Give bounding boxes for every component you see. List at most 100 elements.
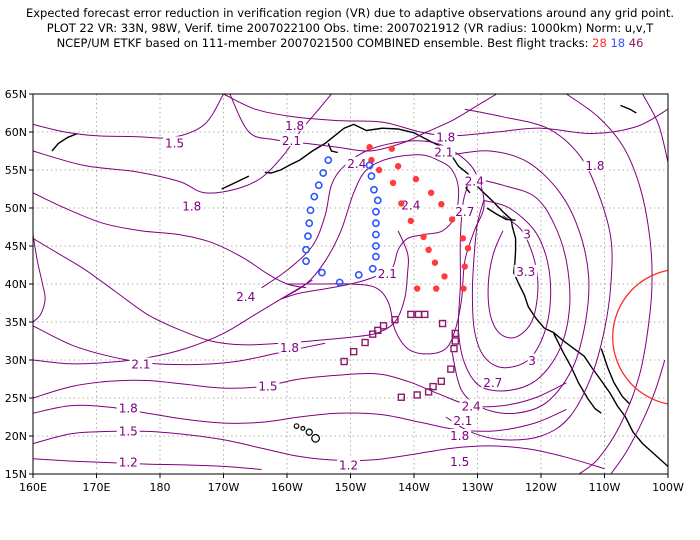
contour-label: 1.8 xyxy=(119,402,138,416)
contour-label-bg xyxy=(234,289,258,302)
track-point-purple xyxy=(407,310,415,319)
track-point-red xyxy=(375,166,383,174)
verification-circle xyxy=(612,269,668,405)
track-point-blue xyxy=(318,268,326,277)
lon-tick-label: 180 xyxy=(150,481,171,494)
track-point-purple xyxy=(397,393,405,401)
lat-tick-label: 60N xyxy=(5,126,27,139)
contour-2.4-b xyxy=(451,150,590,414)
contour-1.8-mid xyxy=(33,230,409,346)
contour-label-bg xyxy=(116,455,140,468)
lon-tick-label: 170W xyxy=(208,481,240,494)
flight-tracks xyxy=(302,144,472,401)
coastline-kodiak xyxy=(327,143,338,154)
track-point-blue xyxy=(324,156,333,165)
contour-label-bg xyxy=(256,379,280,392)
contour-label: 2.4 xyxy=(236,290,255,304)
track-point-red xyxy=(425,246,432,253)
lat-tick-label: 65N xyxy=(5,88,27,101)
contour-2.4 xyxy=(280,154,460,300)
contour-lines xyxy=(33,94,668,474)
track-point-red xyxy=(366,144,373,151)
contour-1.8-east xyxy=(566,94,653,474)
track-point-red xyxy=(394,163,402,170)
contour-3 xyxy=(471,199,552,369)
track-point-red xyxy=(460,285,467,292)
track-point-purple xyxy=(369,330,377,338)
title-block: Expected forecast error reduction in ver… xyxy=(0,0,700,90)
lon-tick-label: 150W xyxy=(335,481,367,494)
track-point-blue xyxy=(371,252,380,261)
contour-1.0-south xyxy=(33,458,262,470)
contour-label-bg xyxy=(527,353,537,366)
track-point-blue xyxy=(367,172,376,180)
track-point-purple xyxy=(391,316,399,324)
title-line-3-text: NCEP/UM ETKF based on 111-member 2007021… xyxy=(56,36,593,50)
contour-label-bg xyxy=(278,340,302,353)
contour-label-bg xyxy=(451,413,475,426)
contour-2.1-b xyxy=(445,108,613,441)
hawaii-island xyxy=(311,433,320,443)
contour-label: 1.8 xyxy=(285,119,304,133)
contour-label-bg xyxy=(522,227,532,240)
track-point-blue xyxy=(310,192,319,201)
track-point-blue xyxy=(304,232,312,241)
track-point-purple xyxy=(413,391,421,399)
track-point-purple xyxy=(450,344,458,353)
track-point-purple xyxy=(421,310,429,319)
track-point-red xyxy=(433,285,440,292)
contour-label: 1.2 xyxy=(339,459,358,473)
track-point-red xyxy=(441,273,448,280)
contour-2.1-a xyxy=(261,140,485,355)
track-point-purple xyxy=(437,377,446,385)
track-point-blue xyxy=(335,278,344,287)
contour-1.5-north xyxy=(33,94,224,139)
contour-2.7 xyxy=(457,177,571,392)
contour-label-bg xyxy=(180,199,204,212)
contour-label-bg xyxy=(448,429,472,441)
hawaii-island xyxy=(300,425,306,431)
contour-1.5-mid xyxy=(33,372,567,408)
contour-label-bg xyxy=(163,136,187,149)
lon-tick-label: 120W xyxy=(525,481,557,494)
track-point-blue xyxy=(314,181,323,190)
track-point-red xyxy=(412,175,420,183)
contour-label: 1.8 xyxy=(585,159,604,173)
track-label-purple: 46 xyxy=(628,36,644,50)
coastline-hudson xyxy=(620,104,637,114)
track-point-purple xyxy=(379,322,388,330)
track-point-red xyxy=(438,201,445,208)
contour-1.8-west xyxy=(33,192,307,289)
track-point-red xyxy=(427,189,435,196)
lat-tick-label: 40N xyxy=(5,278,27,291)
contour-label: 1.8 xyxy=(280,341,299,355)
coastline-baja-east xyxy=(600,348,631,405)
lon-tick-label: 140W xyxy=(398,481,430,494)
contour-label: 1.8 xyxy=(450,429,469,443)
contour-2.1-north xyxy=(229,94,497,152)
contour-label: 2.1 xyxy=(378,267,397,281)
contour-2.1-west xyxy=(33,279,313,365)
track-point-red xyxy=(413,285,421,292)
track-point-red xyxy=(407,217,415,225)
track-point-blue xyxy=(371,219,380,228)
contour-label: 1.8 xyxy=(182,199,201,213)
contour-label-bg xyxy=(459,399,483,412)
contour-label: 2.4 xyxy=(347,157,366,171)
track-point-blue xyxy=(373,196,382,205)
coastline-aleutians xyxy=(221,175,250,190)
track-point-purple xyxy=(438,319,447,328)
contour-1.8-b xyxy=(33,325,326,366)
track-point-blue xyxy=(354,270,363,279)
axis-ticks: 160E 170E 180 170W 160W 150W 140W 130W 120W 110W 1… xyxy=(5,88,684,494)
contour-label-bg xyxy=(583,159,607,172)
track-point-red xyxy=(431,259,439,266)
contour-label-bg xyxy=(283,118,307,131)
track-point-purple xyxy=(340,357,348,366)
track-point-blue xyxy=(306,206,315,215)
lat-tick-label: 35N xyxy=(5,316,27,329)
contour-label: 2.1 xyxy=(282,134,301,148)
contour-label-bg xyxy=(432,145,456,158)
track-point-purple xyxy=(451,329,459,338)
lon-tick-label: 100W xyxy=(652,481,684,494)
